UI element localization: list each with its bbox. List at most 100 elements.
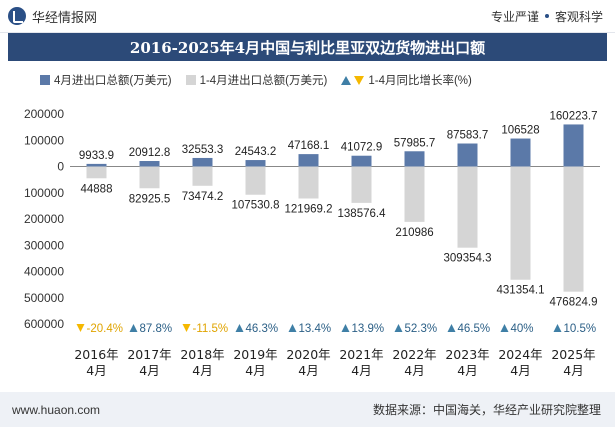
tag-professional: 专业严谨: [490, 9, 539, 24]
bar-monthly: [245, 160, 266, 167]
legend-swatch-gray: [185, 75, 196, 85]
x-tick-label: 4月: [457, 363, 477, 378]
bar-monthly: [298, 154, 319, 167]
tag-objective: 客观科学: [554, 9, 603, 24]
bar-cumulative: [510, 166, 531, 280]
data-label-growth: 13.9%: [352, 323, 385, 335]
separator-dot-icon: [544, 14, 549, 18]
bar-cumulative: [404, 166, 425, 222]
legend-item-cumulative: 1-4月进出口总额(万美元): [185, 72, 328, 88]
bar-cumulative: [86, 166, 107, 179]
data-label-cumulative: 431354.1: [497, 285, 545, 297]
data-label-cumulative: 82925.5: [129, 193, 171, 205]
data-label-cumulative: 138576.4: [338, 208, 387, 220]
bar-monthly: [351, 155, 372, 167]
bar-cumulative: [139, 166, 160, 189]
x-tick-label: 4月: [351, 363, 371, 378]
x-tick-label: 4月: [86, 363, 106, 378]
data-label-monthly: 106528: [501, 125, 539, 137]
growth-up-marker: [500, 324, 509, 332]
y-tick-label: 300000: [24, 238, 64, 252]
legend-item-monthly: 4月进出口总额(万美元): [40, 72, 172, 88]
y-tick-label: 600000: [24, 317, 64, 331]
x-tick-label: 2022年: [392, 347, 436, 362]
bar-cumulative: [563, 166, 584, 292]
data-label-cumulative: 73474.2: [182, 191, 224, 203]
x-tick-label: 2018年: [180, 347, 224, 362]
growth-up-marker: [394, 324, 403, 332]
footer-website-link[interactable]: www.huaon.com: [12, 402, 101, 417]
bar-cumulative: [245, 166, 266, 195]
data-label-cumulative: 121969.2: [285, 204, 333, 216]
x-tick-label: 2020年: [286, 347, 330, 362]
y-tick-label: 200000: [24, 107, 64, 121]
footer-source: 数据来源：中国海关，华经产业研究院整理: [372, 403, 601, 417]
bar-cumulative: [351, 166, 372, 203]
data-label-growth: -20.4%: [87, 323, 123, 335]
data-label-monthly: 9933.9: [79, 150, 114, 162]
data-label-growth: 46.3%: [246, 323, 279, 335]
growth-up-marker: [235, 324, 244, 332]
data-label-cumulative: 476824.9: [550, 297, 598, 309]
data-label-monthly: 32553.3: [182, 144, 224, 156]
chart-title: 2016-2025年4月中国与利比里亚双边货物进出口额: [8, 33, 607, 61]
x-tick-label: 4月: [139, 363, 159, 378]
y-tick-label: 400000: [24, 265, 64, 279]
data-label-growth: 87.8%: [140, 323, 173, 335]
slogan-tags: 专业严谨 客观科学: [491, 8, 603, 25]
footer: www.huaon.com 数据来源：中国海关，华经产业研究院整理: [0, 392, 615, 427]
legend-label-cumulative: 1-4月进出口总额(万美元): [199, 75, 328, 87]
data-label-cumulative: 309354.3: [444, 253, 492, 265]
growth-up-marker: [447, 324, 456, 332]
growth-up-marker: [341, 324, 350, 332]
legend-item-growth: 1-4月同比增长率(%): [341, 72, 472, 88]
bar-monthly: [192, 157, 213, 167]
data-label-monthly: 41072.9: [341, 142, 383, 154]
data-label-monthly: 57985.7: [394, 137, 436, 149]
data-label-monthly: 20912.8: [129, 147, 171, 159]
y-tick-label: 100000: [24, 133, 64, 147]
bar-monthly: [563, 124, 584, 167]
data-label-growth: 10.5%: [564, 323, 597, 335]
x-tick-label: 4月: [404, 363, 424, 378]
data-label-monthly: 47168.1: [288, 140, 330, 152]
chart-plot: 200000 100000 0 100000 200000 300000 400000 500…: [24, 107, 600, 378]
chart-legend: 4月进出口总额(万美元) 1-4月进出口总额(万美元) 1-4月同比增长率(%): [40, 70, 486, 90]
data-label-cumulative: 210986: [395, 227, 433, 239]
legend-swatch-blue: [40, 75, 50, 85]
growth-down-marker: [76, 324, 85, 332]
data-label-growth: -11.5%: [193, 323, 229, 335]
x-tick-label: 4月: [192, 363, 212, 378]
bar-monthly: [404, 151, 425, 167]
x-tick-label: 2024年: [498, 347, 542, 362]
x-tick-label: 4月: [245, 363, 265, 378]
x-tick-label: 2025年: [551, 347, 595, 362]
data-label-monthly: 160223.7: [550, 110, 598, 122]
y-tick-label: 100000: [24, 186, 64, 200]
x-tick-label: 2019年: [233, 347, 277, 362]
data-label-growth: 40%: [511, 323, 534, 335]
legend-triangle-down-icon: [354, 75, 365, 85]
x-tick-label: 2021年: [339, 347, 383, 362]
brand[interactable]: 华经情报网: [8, 7, 97, 26]
x-tick-label: 4月: [298, 363, 318, 378]
data-label-growth: 46.5%: [458, 323, 491, 335]
x-tick-label: 2017年: [127, 347, 171, 362]
bar-monthly: [86, 163, 107, 167]
x-tick-label: 4月: [563, 363, 583, 378]
huajing-logo-icon: [8, 7, 26, 25]
legend-label-monthly: 4月进出口总额(万美元): [54, 75, 172, 87]
growth-up-marker: [129, 324, 138, 332]
growth-up-marker: [553, 324, 562, 332]
site-name: 华经情报网: [32, 9, 98, 25]
bar-monthly: [139, 161, 160, 167]
data-label-monthly: 87583.7: [447, 130, 489, 142]
data-label-cumulative: 44888: [81, 183, 113, 195]
y-tick-label: 200000: [24, 212, 64, 226]
data-label-cumulative: 107530.8: [232, 200, 280, 212]
growth-down-marker: [182, 324, 191, 332]
y-tick-label: 0: [57, 160, 64, 174]
bar-cumulative: [192, 166, 213, 186]
growth-up-marker: [288, 324, 297, 332]
bar-cumulative: [298, 166, 319, 199]
